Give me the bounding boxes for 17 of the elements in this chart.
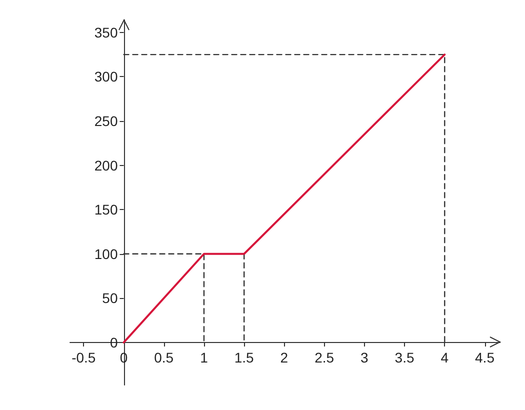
x-tick-label: 1 [200, 349, 208, 366]
x-tick-label: 0.5 [154, 349, 174, 366]
y-tick-label: 150 [94, 202, 118, 218]
x-tick-label: 1.5 [234, 349, 254, 366]
y-tick-label: 50 [102, 290, 118, 306]
y-tick-label: 100 [94, 246, 118, 262]
y-tick-label: 250 [94, 112, 118, 129]
x-tick-label: 4 [440, 349, 449, 366]
x-tick-label: 4.5 [475, 349, 495, 366]
x-tick-label: 2.5 [314, 349, 334, 366]
x-tick-label: 3 [360, 349, 369, 366]
y-tick-label: 350 [94, 24, 118, 40]
y-tick-label: 200 [94, 157, 118, 174]
x-tick-label: 2 [280, 349, 288, 366]
y-tick-label: 300 [94, 68, 118, 85]
x-tick-label: -0.5 [72, 349, 96, 366]
x-tick-label: 3.5 [394, 349, 414, 366]
